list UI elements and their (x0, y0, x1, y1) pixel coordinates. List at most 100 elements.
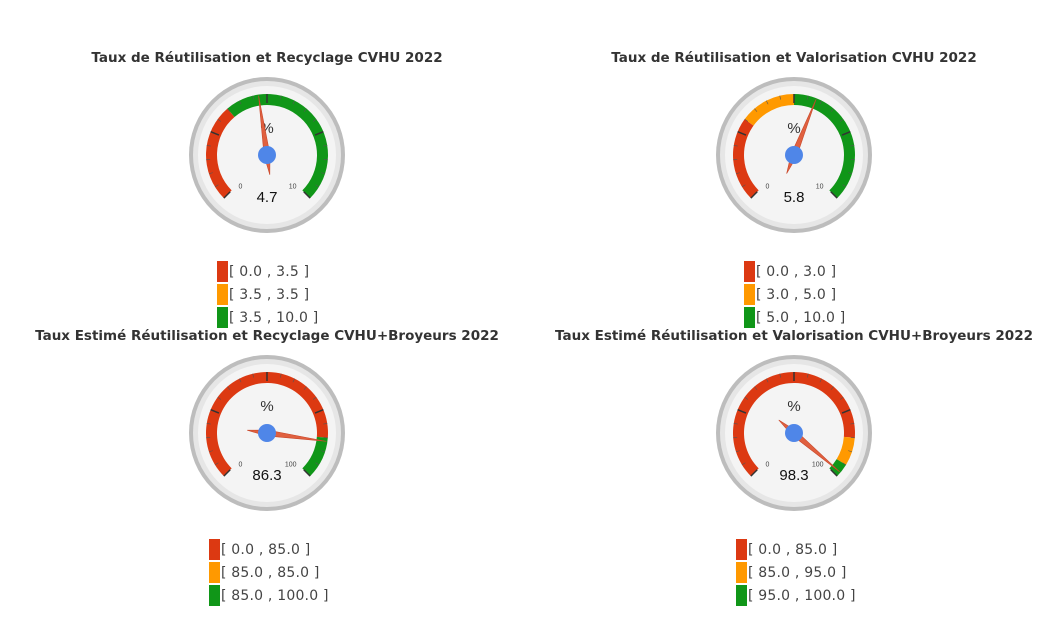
legend-label: [ 5.0 , 10.0 ] (756, 309, 846, 326)
gauge-unit-label: % (787, 120, 800, 137)
gauge-value-label: 5.8 (784, 189, 805, 206)
gauge-minor-tick (321, 450, 326, 453)
gauge-minor-tick (280, 95, 282, 100)
gauge-major-tick (737, 130, 747, 136)
gauge-legend: [ 0.0 , 3.5 ] [ 3.5 , 3.5 ] [ 3.5 , 10.0… (217, 260, 318, 329)
gauge-dial: 0 100% 98.3 (716, 355, 872, 511)
gauge-minor-tick (292, 378, 295, 383)
legend-swatch-orange (736, 562, 747, 583)
gauge-panel-3: Taux Estimé Réutilisation et Recyclage C… (35, 328, 499, 618)
legend-swatch-orange (209, 562, 220, 583)
gauge-major-tick (750, 469, 758, 477)
gauge-major-tick (750, 191, 758, 199)
gauge-minor-tick (214, 184, 219, 188)
gauge-minor-tick (227, 386, 231, 390)
legend-item: [ 0.0 , 3.5 ] (217, 260, 318, 283)
gauge-min-label: 0 (765, 184, 769, 191)
gauge-minor-tick (323, 145, 328, 147)
gauge-minor-tick (819, 100, 822, 105)
legend-label: [ 3.5 , 3.5 ] (229, 286, 310, 303)
gauge-minor-tick (214, 462, 219, 466)
legend-swatch-red (217, 261, 228, 282)
gauge-minor-tick (312, 396, 317, 400)
gauge-minor-tick (312, 118, 317, 122)
gauge-minor-tick (741, 184, 746, 188)
gauge-dial: 0 10%4.7 (189, 77, 345, 233)
gauge-major-tick (830, 469, 838, 477)
gauge-minor-tick (252, 95, 254, 100)
legend-label: [ 0.0 , 85.0 ] (748, 541, 838, 558)
gauge-value-label: 98.3 (779, 467, 808, 484)
gauge-panel-1: Taux de Réutilisation et Recyclage CVHU … (67, 50, 467, 340)
gauge-major-tick (314, 408, 324, 414)
gauge-minor-tick (323, 423, 328, 425)
gauge-legend: [ 0.0 , 85.0 ] [ 85.0 , 95.0 ] [ 95.0 , … (736, 538, 856, 607)
legend-item: [ 3.5 , 3.5 ] (217, 283, 318, 306)
gauge-minor-tick (208, 172, 213, 175)
gauge-hub (785, 146, 803, 164)
legend-label: [ 0.0 , 85.0 ] (221, 541, 311, 558)
gauge-max-label: 10 (816, 184, 824, 191)
gauge-minor-tick (280, 373, 282, 378)
legend-swatch-green (744, 307, 755, 328)
gauge-band (836, 436, 855, 465)
gauge-band (302, 436, 328, 477)
gauge-title: Taux de Réutilisation et Valorisation CV… (611, 50, 977, 66)
gauge-minor-tick (208, 450, 213, 453)
legend-item: [ 3.0 , 5.0 ] (744, 283, 845, 306)
gauge-minor-tick (239, 378, 242, 383)
legend-label: [ 85.0 , 95.0 ] (748, 564, 847, 581)
gauge-max-label: 100 (812, 462, 824, 469)
gauge-band (206, 108, 235, 199)
legend-swatch-red (744, 261, 755, 282)
gauge-minor-tick (206, 145, 211, 147)
gauge-minor-tick (839, 396, 844, 400)
gauge-legend: [ 0.0 , 3.0 ] [ 3.0 , 5.0 ] [ 5.0 , 10.0… (744, 260, 845, 329)
legend-swatch-green (209, 585, 220, 606)
gauge-major-tick (223, 469, 231, 477)
gauge-band (794, 94, 855, 199)
gauge-hub (258, 424, 276, 442)
gauge-max-label: 100 (285, 462, 297, 469)
gauge-hub (785, 424, 803, 442)
legend-label: [ 85.0 , 100.0 ] (221, 587, 329, 604)
gauge-minor-tick (807, 373, 809, 378)
gauge-minor-tick (848, 450, 853, 453)
gauge-minor-tick (754, 386, 758, 390)
gauge-minor-tick (735, 172, 740, 175)
gauge-minor-tick (735, 450, 740, 453)
gauge-minor-tick (292, 100, 295, 105)
gauge-minor-tick (766, 378, 769, 383)
gauge-minor-tick (252, 373, 254, 378)
legend-swatch-orange (217, 284, 228, 305)
gauge-major-tick (223, 191, 231, 199)
legend-label: [ 0.0 , 3.0 ] (756, 263, 837, 280)
gauge-minor-tick (217, 396, 222, 400)
gauge-minor-tick (239, 100, 242, 105)
gauge-minor-tick (850, 423, 855, 425)
gauge-title: Taux de Réutilisation et Recyclage CVHU … (91, 50, 443, 66)
gauge-minor-tick (850, 145, 855, 147)
gauge-minor-tick (733, 145, 738, 147)
gauge-minor-tick (315, 184, 320, 188)
gauge-value-label: 4.7 (257, 189, 278, 206)
gauge-minor-tick (842, 462, 847, 466)
gauge-minor-tick (321, 172, 326, 175)
legend-item: [ 0.0 , 85.0 ] (736, 538, 856, 561)
gauge-minor-tick (830, 386, 834, 390)
legend-item: [ 95.0 , 100.0 ] (736, 584, 856, 607)
gauge-major-tick (314, 130, 324, 136)
gauge-unit-label: % (787, 398, 800, 415)
legend-label: [ 3.0 , 5.0 ] (756, 286, 837, 303)
legend-label: [ 85.0 , 85.0 ] (221, 564, 320, 581)
gauge-major-tick (841, 130, 851, 136)
gauge-band (744, 94, 794, 126)
gauge-minor-tick (303, 108, 307, 112)
gauge-min-label: 0 (238, 462, 242, 469)
gauge-minor-tick (766, 100, 769, 105)
gauge-dial: 0 10% 5.8 (716, 77, 872, 233)
legend-swatch-red (209, 539, 220, 560)
legend-item: [ 0.0 , 3.0 ] (744, 260, 845, 283)
legend-item: [ 85.0 , 95.0 ] (736, 561, 856, 584)
gauge-band (227, 94, 328, 199)
